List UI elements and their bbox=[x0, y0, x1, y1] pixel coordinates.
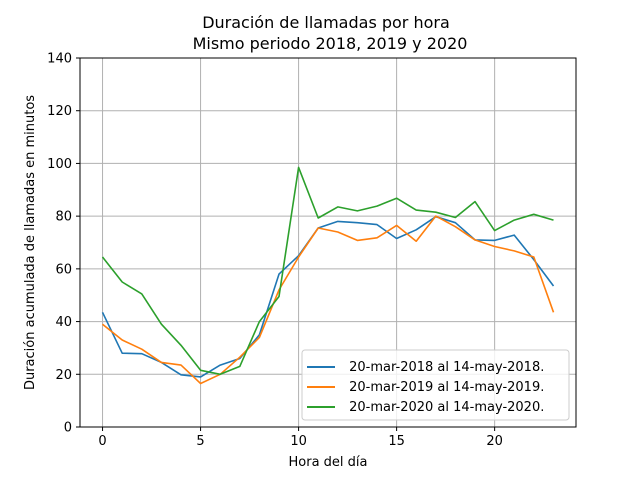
x-tick-label: 10 bbox=[290, 434, 307, 449]
series-line-1 bbox=[101, 215, 555, 385]
legend-label-2020: 20-mar-2020 al 14-may-2020. bbox=[345, 400, 544, 415]
legend-label-2018: 20-mar-2018 al 14-may-2018. bbox=[345, 360, 544, 375]
plot-area-frame bbox=[79, 57, 577, 428]
legend-box bbox=[301, 349, 570, 421]
x-tick-label: 0 bbox=[98, 434, 106, 449]
series-line-2 bbox=[101, 166, 554, 376]
y-tick-label: 0 bbox=[64, 421, 72, 436]
x-axis-label: Hora del día bbox=[289, 455, 368, 470]
series-lines bbox=[101, 166, 555, 385]
y-tick-label: 40 bbox=[55, 315, 72, 330]
axis-ticks: 0 5 10 15 20 0 20 40 60 80 100 120 140 bbox=[47, 52, 503, 450]
y-tick-label: 60 bbox=[55, 262, 72, 277]
chart-title: Duración de llamadas por hora bbox=[202, 13, 450, 32]
y-tick-label: 80 bbox=[55, 210, 72, 225]
y-tick-label: 140 bbox=[47, 52, 72, 67]
y-axis-label: Duración acumulada de llamadas en minuto… bbox=[23, 95, 38, 390]
y-tick-label: 20 bbox=[55, 368, 72, 383]
series-line-0 bbox=[101, 215, 555, 378]
legend: 20-mar-2018 al 14-may-2018. 20-mar-2019 … bbox=[301, 349, 570, 421]
legend-label-2019: 20-mar-2019 al 14-may-2019. bbox=[345, 380, 544, 395]
x-tick-label: 15 bbox=[388, 434, 405, 449]
x-tick-label: 20 bbox=[486, 434, 503, 449]
chart-subtitle: Mismo periodo 2018, 2019 y 2020 bbox=[193, 34, 468, 53]
x-tick-label: 5 bbox=[196, 434, 204, 449]
y-tick-label: 120 bbox=[47, 104, 72, 119]
y-tick-label: 100 bbox=[47, 157, 72, 172]
